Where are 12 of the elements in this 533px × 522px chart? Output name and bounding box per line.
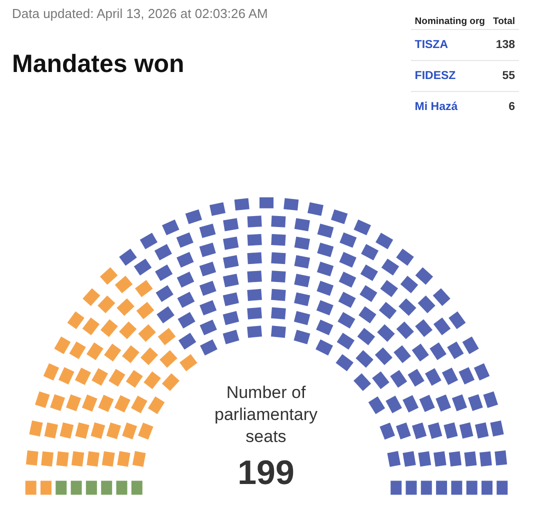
legend-title: Nominating org xyxy=(414,15,486,29)
text: Data updated: April 13, 2026 at 02:03:26 AM xyxy=(12,6,268,21)
text: 199 xyxy=(236,454,296,493)
data-label: 6 xyxy=(489,92,519,122)
text: Mandates won xyxy=(12,50,184,79)
category-label: TISZA xyxy=(410,30,489,60)
data-label: 138 xyxy=(489,30,519,60)
category-label: Mi Hazá xyxy=(410,92,489,122)
data-label: 55 xyxy=(489,60,519,92)
text: Number of parliamentary seats xyxy=(214,382,318,448)
category-label: FIDESZ xyxy=(410,60,489,92)
text: Total xyxy=(492,15,516,29)
